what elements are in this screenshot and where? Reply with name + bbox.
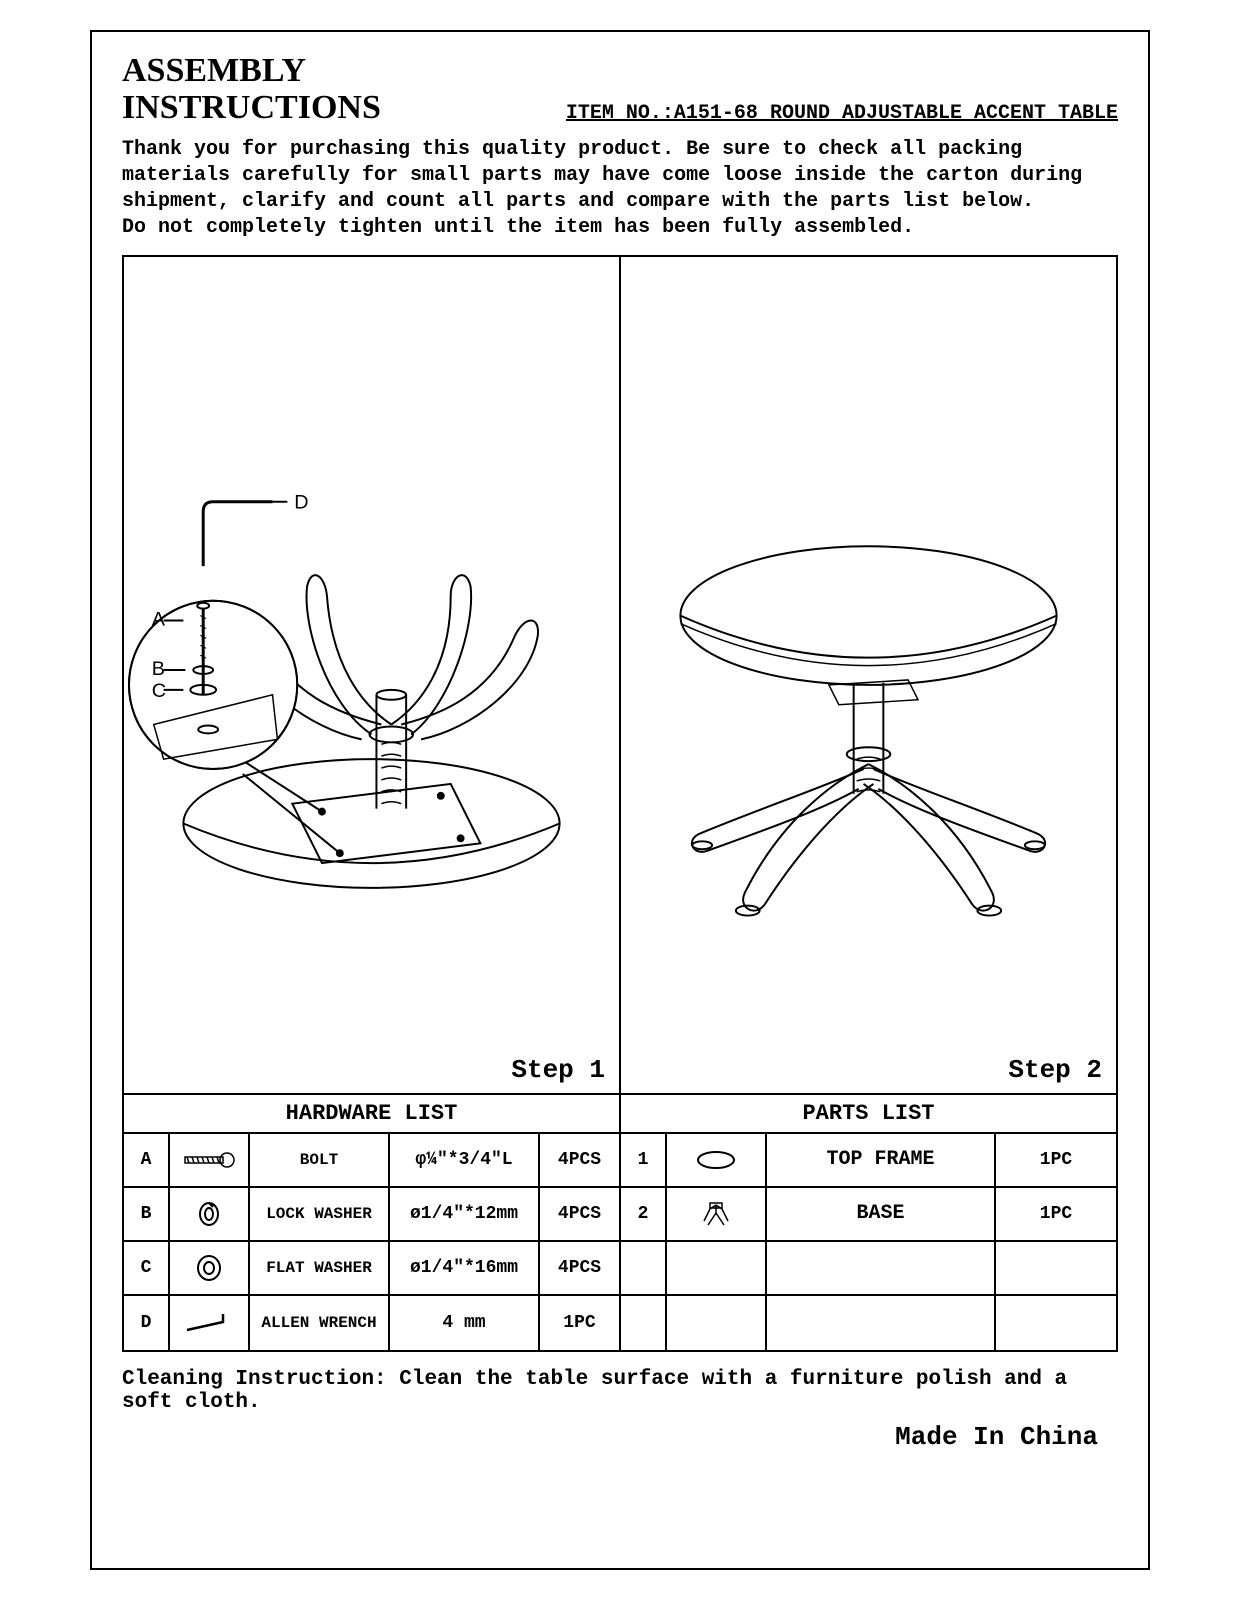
hardware-row: B LOCK WASHER ø1/4″*12mm 4PCS	[124, 1188, 619, 1242]
hw-qty: 4PCS	[540, 1188, 619, 1240]
pt-name	[767, 1296, 996, 1350]
item-number: ITEM NO.:A151-68 ROUND ADJUSTABLE ACCENT…	[566, 102, 1118, 127]
hw-spec: φ¼″*3/4″L	[390, 1134, 540, 1186]
lists-panel: HARDWARE LIST A BOLT φ¼″*3/4″L 4PCS B LO	[122, 1095, 1118, 1352]
pt-id	[621, 1296, 667, 1350]
top-frame-icon	[667, 1134, 767, 1186]
parts-row	[621, 1242, 1116, 1296]
page-border: ASSEMBLY INSTRUCTIONS ITEM NO.:A151-68 R…	[90, 30, 1150, 1570]
hw-qty: 1PC	[540, 1296, 619, 1350]
step-1-label: Step 1	[511, 1055, 605, 1085]
allen-wrench-icon	[170, 1296, 250, 1350]
pt-id: 1	[621, 1134, 667, 1186]
hw-qty: 4PCS	[540, 1242, 619, 1294]
pt-qty	[996, 1296, 1116, 1350]
empty-icon	[667, 1242, 767, 1294]
hw-id: A	[124, 1134, 170, 1186]
assembly-title: ASSEMBLY INSTRUCTIONS	[122, 52, 381, 127]
hw-spec: 4 mm	[390, 1296, 540, 1350]
hardware-header: HARDWARE LIST	[124, 1095, 619, 1134]
hw-name: BOLT	[250, 1134, 390, 1186]
step-2-label: Step 2	[1008, 1055, 1102, 1085]
hardware-row: C FLAT WASHER ø1/4″*16mm 4PCS	[124, 1242, 619, 1296]
hw-spec: ø1/4″*12mm	[390, 1188, 540, 1240]
callout-b: B	[152, 658, 165, 680]
intro-text: Thank you for purchasing this quality pr…	[122, 137, 1118, 241]
step-2-diagram	[621, 257, 1116, 1093]
parts-header: PARTS LIST	[621, 1095, 1116, 1134]
hw-name: LOCK WASHER	[250, 1188, 390, 1240]
step-2-cell: Step 2	[621, 257, 1116, 1093]
pt-qty	[996, 1242, 1116, 1294]
callout-c: C	[152, 680, 166, 702]
cleaning-instruction: Cleaning Instruction: Clean the table su…	[122, 1368, 1118, 1414]
lock-washer-icon	[170, 1188, 250, 1240]
pt-id: 2	[621, 1188, 667, 1240]
pt-name: BASE	[767, 1188, 996, 1240]
title-line-1: ASSEMBLY	[122, 52, 381, 89]
made-in-label: Made In China	[122, 1422, 1118, 1452]
empty-icon	[667, 1296, 767, 1350]
hw-id: C	[124, 1242, 170, 1294]
content-area: ASSEMBLY INSTRUCTIONS ITEM NO.:A151-68 R…	[92, 32, 1148, 1472]
pt-qty: 1PC	[996, 1188, 1116, 1240]
hw-name: ALLEN WRENCH	[250, 1296, 390, 1350]
hw-spec: ø1/4″*16mm	[390, 1242, 540, 1294]
header-row: ASSEMBLY INSTRUCTIONS ITEM NO.:A151-68 R…	[122, 52, 1118, 127]
base-icon	[667, 1188, 767, 1240]
callout-a: A	[152, 608, 166, 630]
step-1-diagram: A B C D	[124, 257, 619, 1093]
title-line-2: INSTRUCTIONS	[122, 89, 381, 126]
parts-row: 1 TOP FRAME 1PC	[621, 1134, 1116, 1188]
callout-d: D	[294, 491, 308, 513]
hw-qty: 4PCS	[540, 1134, 619, 1186]
pt-id	[621, 1242, 667, 1294]
hardware-row: A BOLT φ¼″*3/4″L 4PCS	[124, 1134, 619, 1188]
parts-row: 2 BASE 1PC	[621, 1188, 1116, 1242]
hardware-row: D ALLEN WRENCH 4 mm 1PC	[124, 1296, 619, 1350]
parts-list: PARTS LIST 1 TOP FRAME 1PC 2 BASE 1PC	[621, 1095, 1116, 1350]
steps-panel: A B C D Step 1	[122, 255, 1118, 1095]
step-1-cell: A B C D Step 1	[124, 257, 621, 1093]
bolt-icon	[170, 1134, 250, 1186]
flat-washer-icon	[170, 1242, 250, 1294]
pt-qty: 1PC	[996, 1134, 1116, 1186]
pt-name	[767, 1242, 996, 1294]
parts-row	[621, 1296, 1116, 1350]
hw-id: B	[124, 1188, 170, 1240]
pt-name: TOP FRAME	[767, 1134, 996, 1186]
hw-name: FLAT WASHER	[250, 1242, 390, 1294]
hardware-list: HARDWARE LIST A BOLT φ¼″*3/4″L 4PCS B LO	[124, 1095, 621, 1350]
hw-id: D	[124, 1296, 170, 1350]
